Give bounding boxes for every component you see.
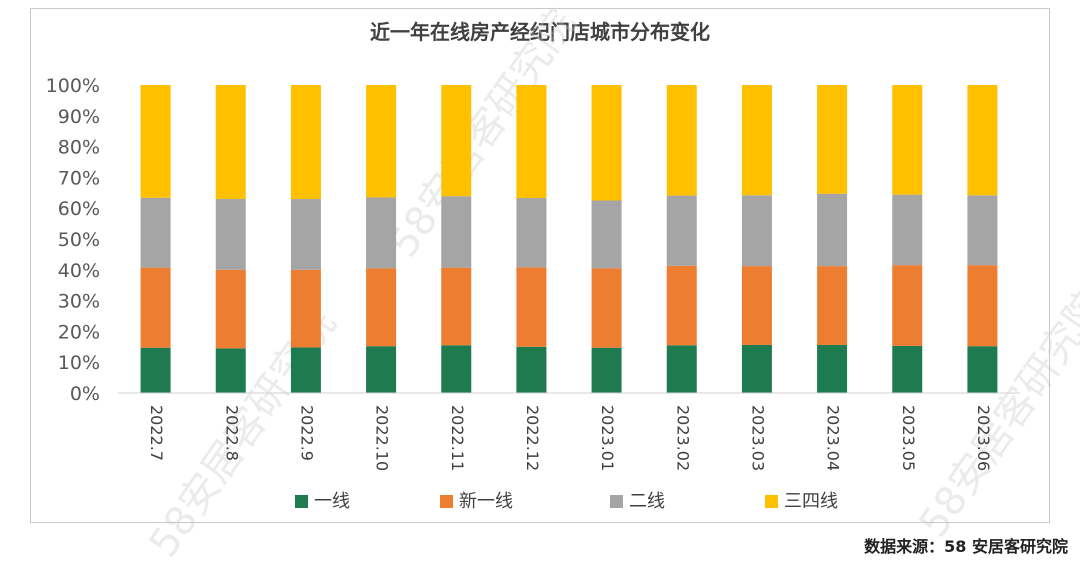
bar-segment <box>140 347 171 393</box>
y-tick-label: 30% <box>58 291 100 313</box>
y-tick-label: 100% <box>46 75 100 97</box>
watermark-text: 58安居客研究院 <box>381 1 586 266</box>
bar-segment <box>215 85 246 199</box>
bar-segment <box>741 195 772 267</box>
x-axis-labels: 2022.7 2022.8 2022.9 2022.10 2022.11 2022.12 2… <box>147 405 993 471</box>
bar-segment <box>516 198 547 268</box>
legend-swatch <box>295 495 308 508</box>
bar-segment <box>967 346 998 393</box>
y-tick-label: 60% <box>58 198 100 220</box>
y-axis: 0% 10% 20% 30% 40% 50% 60% 70% 80% 90% 100% <box>46 75 100 405</box>
x-tick-label: 2022.10 <box>373 405 392 471</box>
bar-segment <box>591 268 622 348</box>
x-tick-label: 2022.11 <box>448 405 467 471</box>
bar-segment <box>892 345 923 393</box>
bar-segment <box>441 85 472 197</box>
bar-segment <box>817 193 848 267</box>
bar-segment <box>516 85 547 199</box>
legend-swatch <box>765 495 778 508</box>
bar-segment <box>591 347 622 393</box>
bar-segment <box>215 269 246 349</box>
x-tick-label: 2023.05 <box>899 405 918 471</box>
legend-swatch <box>610 495 623 508</box>
bar-segment <box>290 269 321 348</box>
x-tick-label: 2023.02 <box>673 405 692 471</box>
x-tick-label: 2022.7 <box>147 405 166 461</box>
legend-label: 二线 <box>629 491 665 512</box>
bar-segment <box>741 344 772 393</box>
chart-title: 近一年在线房产经纪门店城市分布变化 <box>370 20 710 44</box>
y-tick-label: 40% <box>58 260 100 282</box>
bar-segment <box>441 345 472 393</box>
bar-segment <box>741 266 772 345</box>
bar-segment <box>892 194 923 266</box>
bar-segment <box>366 197 397 269</box>
x-tick-label: 2022.12 <box>523 405 542 471</box>
bar-segment <box>441 196 472 268</box>
bar-segment <box>817 266 848 345</box>
bars <box>140 85 998 393</box>
bar-segment <box>441 267 472 346</box>
x-tick-label: 2022.9 <box>297 405 316 461</box>
bar-segment <box>666 195 697 266</box>
legend-swatch <box>440 495 453 508</box>
bar-segment <box>666 85 697 196</box>
bar-segment <box>290 198 321 270</box>
y-tick-label: 80% <box>58 137 100 159</box>
bar-segment <box>366 85 397 198</box>
bar-segment <box>290 347 321 393</box>
bar-segment <box>140 197 171 268</box>
bar-segment <box>967 85 998 196</box>
bar-segment <box>967 265 998 347</box>
bar-segment <box>892 265 923 346</box>
bar-segment <box>591 200 622 269</box>
y-tick-label: 10% <box>58 352 100 374</box>
bar-segment <box>366 268 397 347</box>
bar-segment <box>290 85 321 199</box>
bar-segment <box>892 85 923 195</box>
y-tick-label: 50% <box>58 229 100 251</box>
bar-segment <box>817 85 848 194</box>
data-source: 数据来源：58 安居客研究院 <box>864 537 1068 556</box>
x-tick-label: 2023.01 <box>598 405 617 471</box>
y-tick-label: 20% <box>58 321 100 343</box>
x-tick-label: 2023.03 <box>748 405 767 471</box>
bar-segment <box>366 346 397 393</box>
bar-segment <box>817 344 848 393</box>
x-tick-label: 2023.06 <box>974 405 993 471</box>
bar-segment <box>516 346 547 393</box>
legend-label: 三四线 <box>784 491 838 512</box>
y-tick-label: 70% <box>58 167 100 189</box>
bar-segment <box>666 345 697 393</box>
bar-segment <box>591 85 622 201</box>
bar-segment <box>140 85 171 198</box>
bar-segment <box>666 265 697 346</box>
x-tick-label: 2023.04 <box>824 405 843 471</box>
y-tick-label: 90% <box>58 106 100 128</box>
legend: 一线 新一线 二线 三四线 <box>295 491 838 512</box>
bar-segment <box>215 348 246 393</box>
legend-label: 新一线 <box>459 491 513 512</box>
bar-segment <box>140 267 171 348</box>
bar-segment <box>741 85 772 196</box>
x-tick-label: 2022.8 <box>222 405 241 461</box>
bar-segment <box>215 198 246 270</box>
bar-segment <box>967 195 998 266</box>
legend-label: 一线 <box>314 491 350 512</box>
bar-segment <box>516 267 547 347</box>
y-tick-label: 0% <box>70 383 100 405</box>
